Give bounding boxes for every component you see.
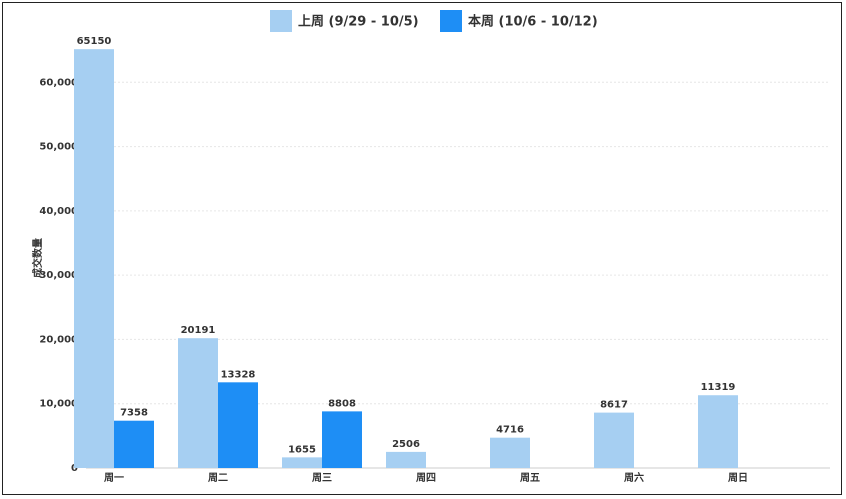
x-tick-label: 周二 xyxy=(208,472,228,484)
x-tick-label: 周六 xyxy=(624,471,644,484)
bar xyxy=(698,395,738,468)
data-label: 1655 xyxy=(288,444,316,455)
x-tick-label: 周日 xyxy=(728,472,748,484)
legend-label: 本周 (10/6 - 10/12) xyxy=(468,14,598,30)
x-tick-label: 周三 xyxy=(312,472,332,484)
data-label: 20191 xyxy=(181,325,216,336)
bar xyxy=(386,451,426,468)
bar xyxy=(490,437,530,468)
x-tick-label: 周四 xyxy=(416,472,436,484)
x-tick-label: 周五 xyxy=(520,472,540,484)
bar xyxy=(282,457,322,468)
legend-swatch xyxy=(270,10,292,32)
data-label: 8617 xyxy=(600,400,628,411)
y-tick-label: 20,000 xyxy=(39,334,78,345)
legend-label: 上周 (9/29 - 10/5) xyxy=(298,15,419,30)
bar xyxy=(322,411,362,468)
bar xyxy=(114,420,154,468)
y-axis-label: 成交数量 xyxy=(31,238,44,278)
data-label: 2506 xyxy=(392,439,420,450)
legend-swatch xyxy=(440,10,462,32)
data-label: 7358 xyxy=(120,408,148,419)
data-label: 65150 xyxy=(77,36,112,47)
bar xyxy=(178,338,218,468)
y-tick-label: 50,000 xyxy=(39,142,78,153)
data-label: 4716 xyxy=(496,425,524,436)
bar xyxy=(74,49,114,469)
y-tick-label: 40,000 xyxy=(39,206,78,217)
y-tick-label: 10,000 xyxy=(39,399,78,410)
x-tick-label: 周一 xyxy=(104,472,124,484)
y-tick-label: 30,000 xyxy=(39,270,78,281)
data-label: 8808 xyxy=(328,398,356,409)
data-label: 11319 xyxy=(701,382,736,393)
bar xyxy=(594,412,634,468)
y-tick-label: 60,000 xyxy=(39,77,78,88)
data-label: 13328 xyxy=(221,369,256,380)
y-tick-label: 0 xyxy=(71,463,78,474)
bar xyxy=(218,382,258,468)
